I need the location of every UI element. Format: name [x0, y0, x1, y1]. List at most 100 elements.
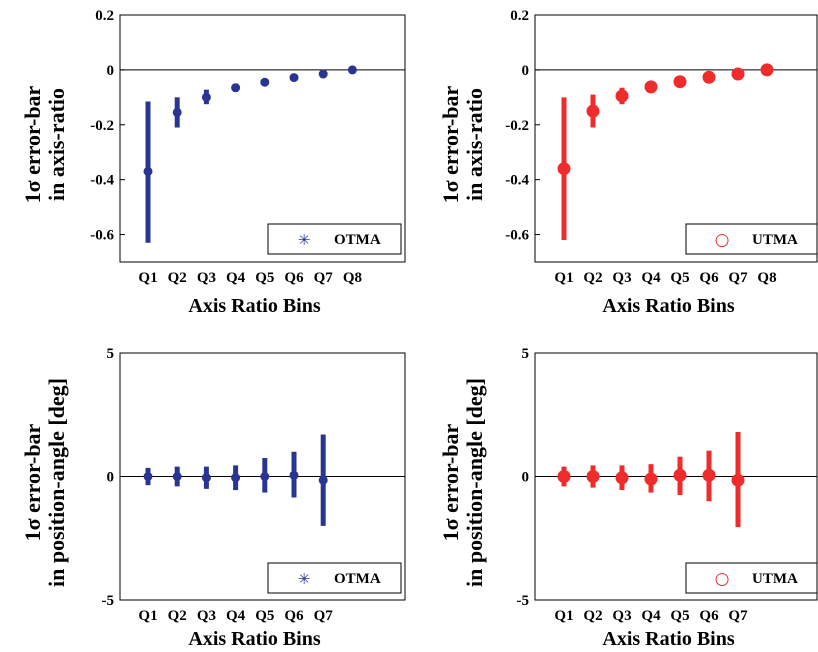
- y-tick-label: -0.4: [90, 173, 114, 189]
- y-tick-label: -0.4: [505, 173, 529, 189]
- y-tick-label: -5: [102, 593, 115, 609]
- legend-asterisk-icon: ✳: [298, 570, 311, 588]
- legend: ○ UTMA: [685, 562, 818, 594]
- data-point: [644, 472, 658, 486]
- legend-box: [685, 562, 818, 594]
- y-tick-label: -0.6: [505, 228, 529, 244]
- y-axis-title-line: 1σ error-bar: [438, 423, 463, 541]
- x-tick-label: Q2: [168, 270, 187, 286]
- legend-label: OTMA: [334, 232, 381, 248]
- x-tick-label: Q7: [728, 270, 748, 286]
- data-point: [557, 162, 571, 176]
- data-point: [201, 473, 211, 483]
- x-axis-title: Axis Ratio Bins: [188, 628, 320, 650]
- x-tick-label: Q3: [197, 608, 216, 624]
- panel-top-right-axis-ratio-utma: 0.2 0 -0.2 -0.4 -0.6 Q1 Q2 Q3 Q4 Q5 Q6 Q7 Q8 Axis Rat…: [438, 8, 818, 317]
- data-point: [260, 77, 270, 87]
- x-tick-label: Q5: [670, 608, 689, 624]
- legend-circle-icon: ○: [715, 230, 730, 250]
- legend-asterisk-icon: ✳: [298, 231, 311, 249]
- y-tick-label: -0.2: [505, 118, 529, 134]
- legend: ✳ OTMA: [267, 223, 402, 255]
- x-tick-label: Q5: [670, 270, 689, 286]
- x-tick-label: Q7: [314, 608, 334, 624]
- data-point: [231, 83, 241, 93]
- x-tick-label: Q3: [612, 270, 631, 286]
- y-axis-title-line: in axis-ratio: [44, 88, 69, 201]
- data-point: [318, 475, 328, 485]
- x-tick-label: Q7: [314, 270, 334, 286]
- x-axis-title: Axis Ratio Bins: [602, 295, 734, 317]
- data-point: [557, 470, 571, 483]
- y-tick-label: 0: [107, 470, 115, 486]
- x-tick-label: Q1: [138, 270, 157, 286]
- y-axis-title-line: 1σ error-bar: [20, 85, 45, 203]
- panel-top-left-axis-ratio-otma: 0.2 0 -0.2 -0.4 -0.6 Q1 Q2 Q3 Q4 Q5 Q6 Q7 Q8 Axis Rat…: [20, 8, 406, 317]
- panel-bottom-left-position-angle-otma: 5 0 -5 Q1 Q2 Q3 Q4 Q5 Q6 Q7 Axis Ratio Bins 1σ erro…: [20, 346, 406, 650]
- data-point: [201, 92, 211, 102]
- x-tick-label: Q2: [168, 608, 187, 624]
- data-point: [702, 468, 716, 482]
- x-tick-label: Q4: [226, 608, 246, 624]
- data-point: [760, 63, 774, 77]
- legend-label: UTMA: [752, 232, 798, 248]
- y-tick-label: 0.2: [510, 8, 529, 24]
- x-tick-label: Q4: [226, 270, 246, 286]
- panel-bottom-right-position-angle-utma: 5 0 -5 Q1 Q2 Q3 Q4 Q5 Q6 Q7 Axis Ratio Bins 1σ erro…: [438, 346, 818, 650]
- x-tick-label: Q6: [699, 608, 719, 624]
- data-point: [289, 470, 299, 480]
- legend: ○ UTMA: [685, 223, 818, 255]
- x-tick-label: Q5: [255, 270, 274, 286]
- legend: ✳ OTMA: [267, 562, 402, 594]
- data-point: [644, 80, 658, 94]
- axes-frame: [119, 14, 406, 263]
- y-axis-title-line: in position-angle [deg]: [44, 378, 69, 587]
- data-point: [143, 472, 153, 481]
- y-axis-title-line: 1σ error-bar: [20, 423, 45, 541]
- data-point: [347, 65, 357, 75]
- x-tick-label: Q2: [583, 270, 602, 286]
- x-tick-label: Q1: [554, 270, 573, 286]
- legend-label: OTMA: [334, 571, 381, 587]
- x-axis-title: Axis Ratio Bins: [602, 628, 734, 650]
- y-tick-label: 0: [522, 470, 530, 486]
- x-tick-label: Q3: [197, 270, 216, 286]
- y-tick-label: 5: [522, 346, 530, 362]
- x-tick-label: Q1: [138, 608, 157, 624]
- x-tick-label: Q6: [699, 270, 719, 286]
- y-tick-label: 0.2: [95, 8, 114, 24]
- data-point: [731, 473, 745, 487]
- y-axis-title-line: in axis-ratio: [462, 88, 487, 201]
- x-tick-label: Q5: [255, 608, 274, 624]
- legend-label: UTMA: [752, 571, 798, 587]
- data-point: [615, 471, 629, 485]
- legend-box: [267, 562, 402, 594]
- y-tick-label: -5: [517, 593, 530, 609]
- data-point: [172, 107, 182, 117]
- legend-box: [685, 223, 818, 255]
- y-axis-title-line: in position-angle [deg]: [462, 378, 487, 587]
- data-point: [143, 166, 153, 176]
- x-tick-label: Q4: [641, 608, 661, 624]
- y-tick-label: 0: [522, 63, 530, 79]
- data-point: [673, 75, 687, 89]
- x-tick-label: Q2: [583, 608, 602, 624]
- data-point: [172, 472, 182, 481]
- x-tick-label: Q7: [728, 608, 748, 624]
- data-point: [586, 104, 600, 118]
- data-point: [260, 472, 270, 481]
- axes-frame: [534, 14, 818, 263]
- x-tick-label: Q1: [554, 608, 573, 624]
- data-point: [586, 470, 600, 483]
- x-tick-label: Q6: [284, 608, 304, 624]
- data-point: [702, 70, 716, 84]
- y-tick-label: -0.2: [90, 118, 114, 134]
- x-tick-label: Q4: [641, 270, 661, 286]
- y-tick-label: 5: [107, 346, 115, 362]
- data-point: [289, 73, 299, 83]
- data-point: [731, 67, 745, 81]
- x-axis-title: Axis Ratio Bins: [188, 295, 320, 317]
- y-tick-label: 0: [107, 63, 115, 79]
- data-point: [318, 69, 328, 79]
